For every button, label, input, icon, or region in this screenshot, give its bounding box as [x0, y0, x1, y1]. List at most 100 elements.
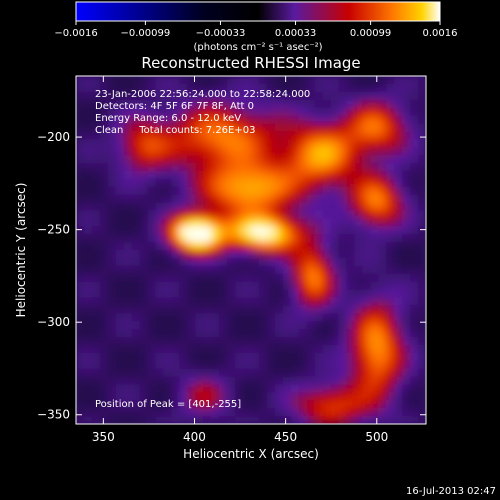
heatmap-cell — [243, 392, 252, 401]
heatmap-cell — [370, 408, 379, 417]
heatmap-cell — [354, 273, 363, 283]
heatmap-cell — [362, 376, 371, 386]
heatmap-cell — [115, 273, 125, 283]
heatmap-cell — [203, 337, 212, 346]
heatmap-cell — [163, 257, 173, 267]
heatmap-cell — [322, 115, 332, 125]
heatmap-cell — [163, 155, 173, 164]
heatmap-cell — [115, 139, 125, 148]
heatmap-cell — [251, 194, 260, 204]
heatmap-cell — [394, 329, 403, 338]
heatmap-cell — [219, 250, 228, 259]
heatmap-cell — [91, 147, 101, 156]
heatmap-cell — [394, 155, 403, 164]
heatmap-cell — [330, 257, 340, 267]
heatmap-cell — [227, 305, 236, 314]
heatmap-cell — [418, 107, 426, 117]
heatmap-cell — [211, 99, 220, 109]
heatmap-cell — [203, 321, 212, 330]
heatmap-cell — [266, 360, 276, 370]
heatmap-cell — [227, 416, 236, 424]
heatmap-cell — [195, 178, 204, 188]
heatmap-cell — [155, 163, 165, 172]
heatmap-cell — [76, 281, 85, 291]
heatmap-cell — [227, 344, 236, 354]
heatmap-cell — [266, 218, 276, 227]
heatmap-cell — [306, 360, 316, 370]
heatmap-cell — [370, 265, 379, 275]
heatmap-cell — [171, 337, 180, 346]
heatmap-cell — [171, 400, 180, 409]
heatmap-cell — [179, 155, 188, 164]
heatmap-cell — [322, 170, 332, 180]
heatmap-cell — [91, 234, 101, 243]
heatmap-cell — [282, 273, 292, 283]
heatmap-cell — [179, 202, 188, 212]
heatmap-cell — [410, 163, 419, 172]
heatmap-cell — [195, 210, 204, 219]
heatmap-cell — [322, 352, 332, 362]
heatmap-cell — [76, 83, 85, 93]
heatmap-cell — [195, 384, 204, 393]
heatmap-cell — [354, 202, 363, 212]
heatmap-cell — [290, 83, 300, 93]
heatmap-cell — [402, 352, 411, 362]
heatmap-cell — [147, 250, 157, 259]
annotation-time: 23-Jan-2006 22:56:24.000 to 22:58:24.000 — [95, 89, 310, 100]
heatmap-cell — [274, 170, 284, 180]
heatmap-cell — [370, 186, 379, 196]
heatmap-cell — [131, 305, 141, 314]
heatmap-cell — [290, 273, 300, 283]
heatmap-cell — [147, 297, 157, 306]
heatmap-cell — [171, 76, 180, 85]
heatmap-cell — [362, 384, 371, 393]
heatmap-cell — [251, 107, 260, 117]
heatmap-cell — [282, 115, 292, 125]
heatmap-cell — [418, 313, 426, 322]
heatmap-cell — [211, 163, 220, 172]
heatmap-cell — [394, 321, 403, 330]
heatmap-cell — [314, 107, 324, 117]
y-tick-label: −200 — [37, 130, 70, 144]
heatmap-cell — [402, 416, 411, 424]
heatmap-cell — [274, 392, 284, 401]
heatmap-cell — [370, 250, 379, 259]
heatmap-cell — [378, 170, 387, 180]
heatmap-cell — [83, 170, 93, 180]
heatmap-cell — [99, 289, 109, 299]
heatmap-cell — [258, 416, 268, 424]
heatmap-cell — [274, 202, 284, 212]
heatmap-cell — [187, 99, 196, 109]
heatmap-cell — [274, 305, 284, 314]
heatmap-cell — [123, 265, 133, 275]
heatmap-cell — [123, 123, 133, 132]
heatmap-cell — [346, 76, 355, 85]
heatmap-cell — [394, 400, 403, 409]
heatmap-cell — [258, 210, 268, 219]
heatmap-cell — [266, 210, 276, 219]
heatmap-cell — [187, 305, 196, 314]
heatmap-cell — [386, 186, 395, 196]
heatmap-cell — [298, 163, 308, 172]
heatmap-cell — [322, 83, 332, 93]
heatmap-cell — [83, 139, 93, 148]
heatmap-cell — [83, 384, 93, 393]
heatmap-cell — [163, 265, 173, 275]
heatmap-cell — [123, 186, 133, 196]
heatmap-cell — [91, 210, 101, 219]
heatmap-cell — [243, 170, 252, 180]
heatmap-cell — [163, 218, 173, 227]
heatmap-cell — [179, 344, 188, 354]
heatmap-cell — [227, 273, 236, 283]
heatmap-cell — [338, 305, 348, 314]
heatmap-cell — [91, 170, 101, 180]
heatmap-cell — [338, 257, 348, 267]
heatmap-cell — [370, 147, 379, 156]
heatmap-cell — [370, 91, 379, 101]
heatmap-cell — [163, 273, 173, 283]
heatmap-cell — [386, 147, 395, 156]
heatmap-cell — [163, 281, 173, 291]
heatmap-cell — [187, 123, 196, 132]
heatmap-cell — [179, 289, 188, 299]
heatmap-cell — [322, 337, 332, 346]
